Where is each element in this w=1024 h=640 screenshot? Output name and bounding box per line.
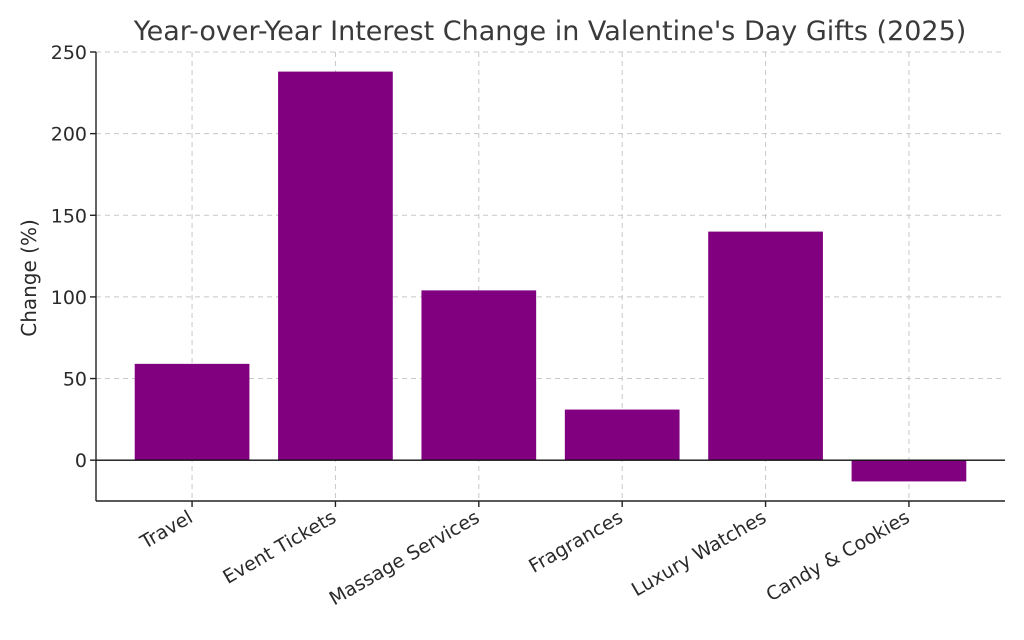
chart-title: Year-over-Year Interest Change in Valent… <box>133 16 967 47</box>
y-tick-label: 150 <box>51 205 87 227</box>
bar <box>564 409 680 461</box>
bar <box>708 231 823 461</box>
x-tick-label: Luxury Watches <box>628 506 770 601</box>
bar <box>278 71 393 461</box>
bar <box>851 460 967 482</box>
y-tick-label: 0 <box>75 450 87 472</box>
axes-layer <box>90 51 1005 507</box>
bars-layer <box>134 71 967 482</box>
bar <box>421 290 537 461</box>
y-tick-label: 50 <box>63 369 87 391</box>
x-tick-label: Massage Services <box>326 506 484 610</box>
bar <box>134 363 250 461</box>
x-tick-label: Candy & Cookies <box>763 506 914 606</box>
x-tick-label: Event Tickets <box>219 506 340 588</box>
y-tick-label: 250 <box>51 42 87 64</box>
y-tick-label: 100 <box>51 287 87 309</box>
y-tick-label: 200 <box>51 124 87 146</box>
x-tick-label: Travel <box>136 506 197 554</box>
y-axis-label: Change (%) <box>17 219 41 337</box>
x-tick-label: Fragrances <box>525 506 627 577</box>
y-tick-labels: 0 50 100 150 200 250 <box>51 42 87 472</box>
